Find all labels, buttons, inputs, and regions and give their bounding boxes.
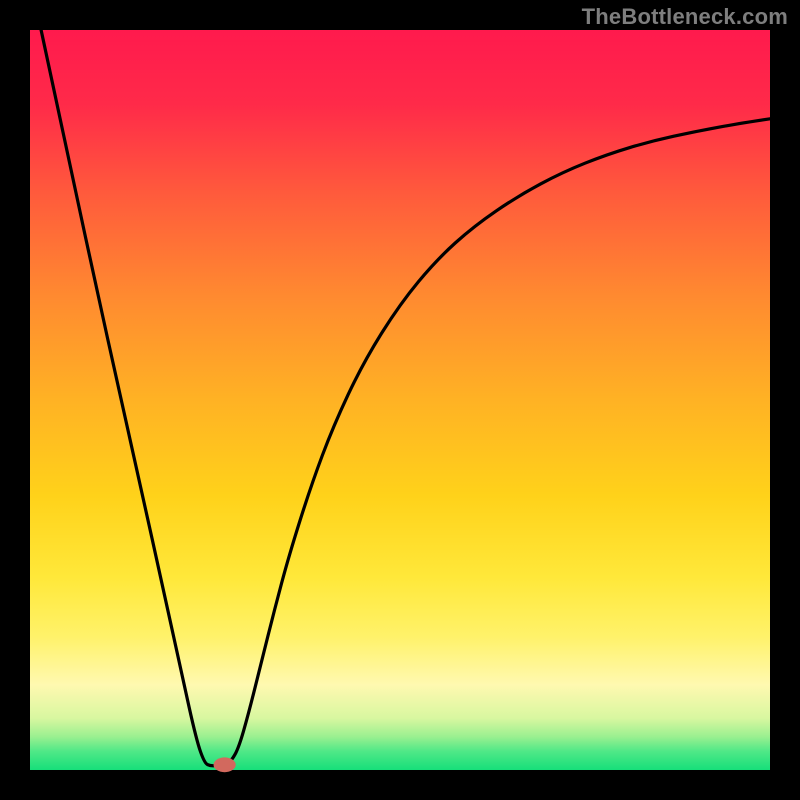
chart-stage: TheBottleneck.com [0,0,800,800]
watermark-text: TheBottleneck.com [582,4,788,30]
min-point-marker [214,757,236,772]
bottleneck-chart [0,0,800,800]
